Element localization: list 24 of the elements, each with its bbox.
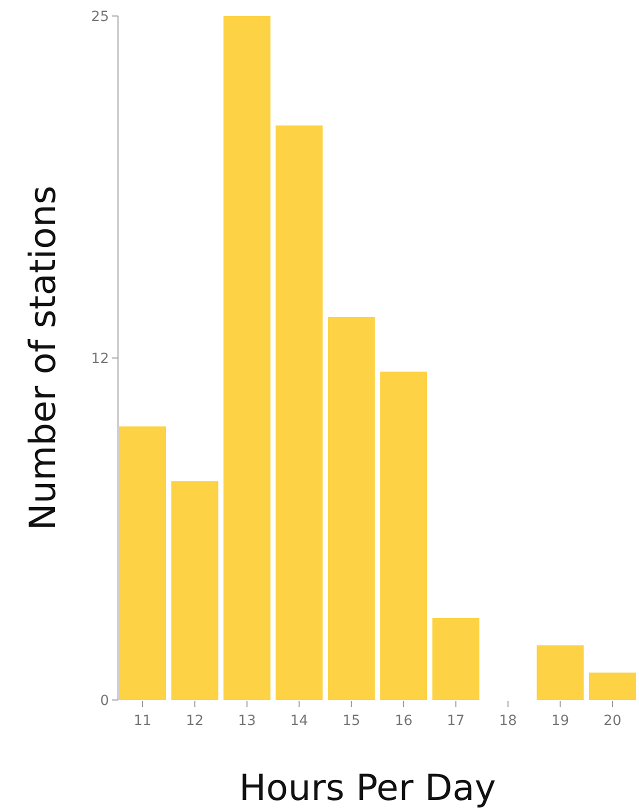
x-tick-label: 11 bbox=[134, 713, 152, 729]
bar bbox=[380, 372, 428, 700]
y-tick-label: 25 bbox=[91, 8, 109, 25]
bar bbox=[432, 618, 480, 700]
x-tick-label: 15 bbox=[342, 713, 360, 729]
bar bbox=[223, 16, 270, 700]
y-tick-label: 0 bbox=[100, 692, 109, 709]
x-axis-title: Hours Per Day bbox=[239, 768, 496, 809]
x-tick-label: 13 bbox=[238, 713, 256, 729]
bar bbox=[276, 125, 323, 700]
bar bbox=[171, 481, 218, 700]
bar bbox=[588, 672, 636, 700]
x-tick-label: 16 bbox=[394, 713, 413, 729]
bar bbox=[119, 426, 166, 700]
x-tick-label: 14 bbox=[290, 713, 308, 729]
x-tick-label: 19 bbox=[551, 713, 570, 729]
x-tick-label: 20 bbox=[604, 713, 622, 729]
y-tick-label: 12 bbox=[91, 350, 109, 367]
bar bbox=[328, 316, 375, 700]
x-tick-label: 17 bbox=[446, 713, 465, 729]
bar bbox=[536, 645, 584, 700]
x-tick-label: 12 bbox=[186, 713, 204, 729]
y-axis-title: Number of stations bbox=[23, 186, 64, 530]
x-tick-label: 18 bbox=[499, 713, 517, 729]
